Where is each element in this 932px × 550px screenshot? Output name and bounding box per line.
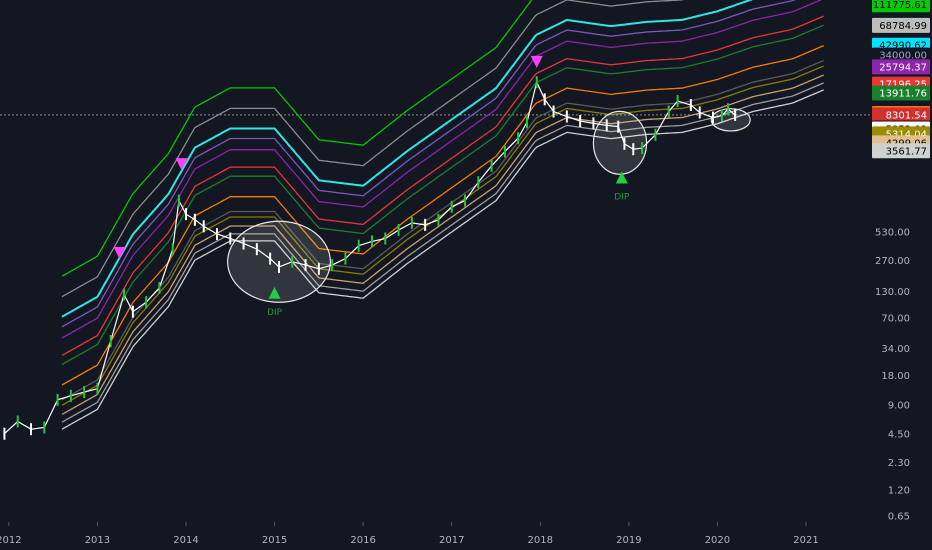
band-line-10 — [61, 74, 824, 415]
band-line-2 — [61, 0, 754, 318]
price-badge-6 — [872, 85, 930, 101]
x-tick-2016: 2016 — [350, 535, 375, 546]
top-marker-2 — [530, 55, 543, 68]
y-tick-270.00: 270.00 — [875, 256, 910, 267]
y-tick-9.00: 9.00 — [888, 400, 910, 411]
band-line-8 — [61, 59, 824, 401]
band-line-5 — [61, 15, 824, 356]
band-line-0 — [61, 0, 533, 277]
band-line-11 — [61, 82, 824, 423]
dip-marker-3 — [268, 286, 281, 299]
y-tick-70.00: 70.00 — [881, 313, 910, 324]
price-badge-label-0: 111775.61 — [873, 0, 927, 11]
y-tick-1.20: 1.20 — [888, 486, 910, 497]
price-badge-8 — [872, 107, 930, 123]
top-marker-0 — [113, 246, 126, 259]
x-tick-2012: 2012 — [0, 535, 22, 546]
x-tick-2017: 2017 — [439, 535, 464, 546]
price-badge-1 — [872, 17, 930, 33]
x-tick-2020: 2020 — [705, 535, 730, 546]
dip-marker-4 — [615, 171, 628, 184]
price-badge-label-1: 68784.99 — [879, 21, 927, 32]
price-badge-label-5: 17196.25 — [879, 80, 927, 91]
y-tick-530.00: 530.00 — [875, 228, 910, 239]
price-badge-4 — [872, 59, 930, 75]
dip-label-3: DIP — [267, 308, 283, 318]
price-badge-label-2: 42990.62 — [879, 41, 927, 52]
signal-markers: DIP DIP — [113, 55, 630, 318]
band-line-12 — [61, 89, 824, 430]
band-lines — [61, 0, 824, 430]
x-tick-2018: 2018 — [528, 535, 553, 546]
y-tick-130.00: 130.00 — [875, 287, 910, 298]
band-line-1 — [61, 0, 685, 298]
price-axis[interactable]: 2012 2013 2014 2015 2016 2017 2018 2019 2020 2021… — [0, 228, 910, 546]
price-badge-label-14: 3561.77 — [886, 146, 927, 157]
x-tick-2019: 2019 — [616, 535, 641, 546]
y-tick-34.00: 34.00 — [881, 344, 910, 355]
price-badge-label-8: 8301.54 — [886, 110, 927, 121]
band-line-7 — [61, 45, 824, 386]
x-tick-2021: 2021 — [793, 535, 818, 546]
price-badge-label-4: 25794.37 — [879, 62, 927, 73]
highlight-ellipse-1 — [592, 110, 648, 175]
price-badge-label-3: 34000.00 — [879, 51, 927, 62]
y-tick-2.30: 2.30 — [888, 458, 910, 469]
price-series — [3, 76, 737, 440]
dip-label-4: DIP — [614, 192, 630, 202]
band-line-9 — [61, 65, 824, 406]
y-tick-18.00: 18.00 — [881, 371, 910, 382]
x-tick-2015: 2015 — [262, 535, 287, 546]
band-line-6 — [61, 24, 824, 366]
y-tick-0.65: 0.65 — [888, 512, 910, 523]
price-badge-3 — [872, 47, 930, 63]
price-badge-0 — [872, 0, 930, 13]
y-tick-4.50: 4.50 — [888, 430, 910, 441]
price-badge-14 — [872, 143, 930, 159]
price-badges: 111775.61 68784.99 42990.6234000.0025794.3… — [872, 0, 930, 159]
price-badge-label-6: 13911.76 — [879, 89, 927, 100]
x-tick-2013: 2013 — [85, 535, 110, 546]
band-line-4 — [61, 0, 823, 339]
top-marker-1 — [175, 158, 188, 171]
price-badge-label-12: 5314.04 — [886, 129, 927, 140]
band-line-3 — [61, 0, 796, 328]
x-tick-2014: 2014 — [173, 535, 198, 546]
